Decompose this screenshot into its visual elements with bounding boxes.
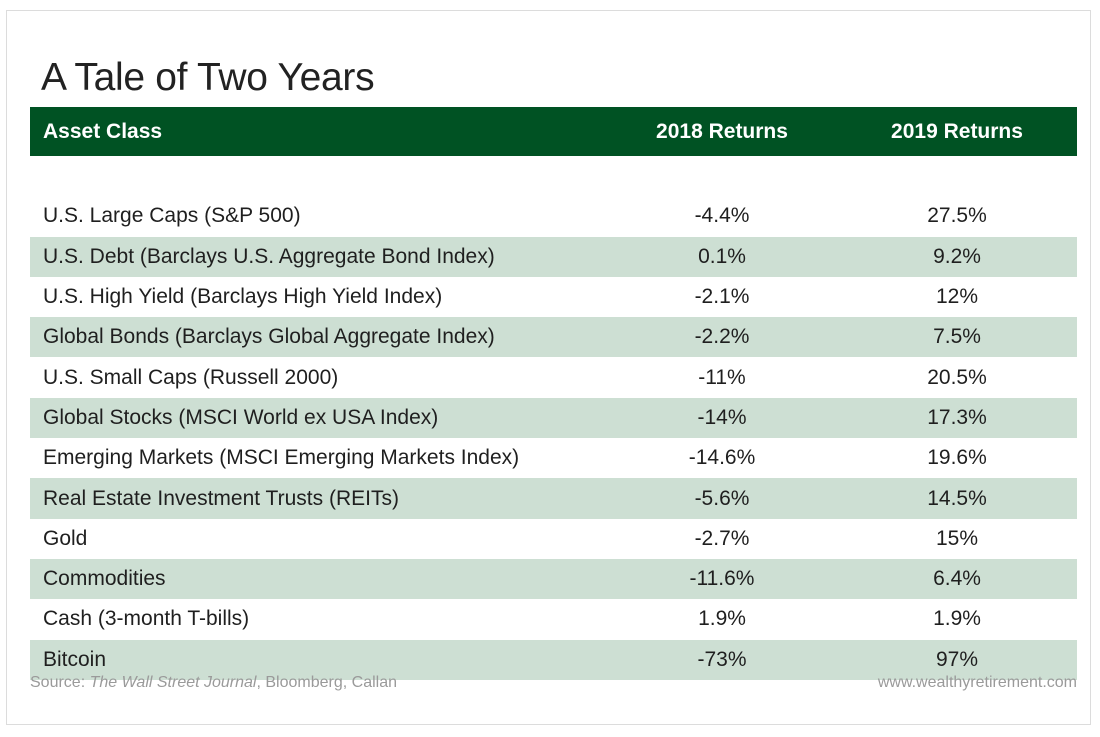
table-row: Global Bonds (Barclays Global Aggregate … <box>30 317 1077 358</box>
asset-class-cell: Commodities <box>43 567 166 591</box>
returns-2019-cell: 9.2% <box>933 244 981 268</box>
table-row: Real Estate Investment Trusts (REITs) -5.… <box>30 478 1077 519</box>
header-row: Asset Class 2018 Returns 2019 Returns <box>30 107 1077 156</box>
table-row: U.S. Debt (Barclays U.S. Aggregate Bond … <box>30 236 1077 277</box>
asset-class-cell: Gold <box>43 526 88 550</box>
table-row: Gold -2.7% 15% <box>30 519 1077 559</box>
returns-2019-cell: 19.6% <box>927 446 987 470</box>
asset-class-cell: U.S. Debt (Barclays U.S. Aggregate Bond … <box>43 244 495 268</box>
asset-class-cell: U.S. Small Caps (Russell 2000) <box>43 365 339 389</box>
returns-2018-cell: -14.6% <box>688 446 756 470</box>
asset-class-cell: Emerging Markets (MSCI Emerging Markets … <box>43 446 520 470</box>
returns-2019-cell: 20.5% <box>927 365 987 389</box>
table-row: Commodities -11.6% 6.4% <box>30 558 1077 600</box>
table-body: U.S. Large Caps (S&P 500) -4.4% 27.5% U.S. … <box>30 156 1077 680</box>
table-row: U.S. High Yield (Barclays High Yield Ind… <box>30 277 1077 317</box>
returns-2018-cell: -11% <box>698 365 746 389</box>
returns-2019-cell: 7.5% <box>933 325 981 349</box>
chart-frame <box>6 10 1091 725</box>
column-header-2018-returns: 2018 Returns <box>656 119 788 143</box>
returns-2018-cell: -2.7% <box>694 526 750 550</box>
asset-class-cell: Global Bonds (Barclays Global Aggregate … <box>43 325 495 349</box>
returns-2019-cell: 15% <box>935 526 979 550</box>
table-row: Emerging Markets (MSCI Emerging Markets … <box>30 438 1077 478</box>
returns-2019-cell: 97% <box>935 647 979 671</box>
chart-title: A Tale of Two Years <box>41 56 375 99</box>
returns-2018-cell: -11.6% <box>689 567 755 591</box>
returns-2019-cell: 17.3% <box>927 405 987 429</box>
returns-2018-cell: 1.9% <box>698 607 746 631</box>
returns-2019-cell: 27.5% <box>927 204 987 228</box>
column-header-2019-returns: 2019 Returns <box>891 119 1023 143</box>
table-row: U.S. Large Caps (S&P 500) -4.4% 27.5% <box>30 196 1077 236</box>
asset-class-cell: Global Stocks (MSCI World ex USA Index) <box>43 405 439 429</box>
source-note: Source: The Wall Street Journal, Bloombe… <box>30 674 397 692</box>
spacer-row <box>30 156 1077 196</box>
returns-2019-cell: 1.9% <box>933 607 981 631</box>
asset-class-cell: Real Estate Investment Trusts (REITs) <box>43 486 399 510</box>
asset-class-cell: U.S. High Yield (Barclays High Yield Ind… <box>43 285 443 309</box>
source-journal: The Wall Street Journal <box>89 674 257 691</box>
returns-table: Asset Class 2018 Returns 2019 Returns U.… <box>30 107 1077 680</box>
table-row: Bitcoin -73% 97% <box>30 639 1077 680</box>
table-header: Asset Class 2018 Returns 2019 Returns <box>30 107 1077 156</box>
returns-2019-cell: 14.5% <box>927 486 987 510</box>
asset-class-cell: U.S. Large Caps (S&P 500) <box>43 204 301 228</box>
column-header-asset-class: Asset Class <box>43 119 163 143</box>
source-prefix: Source: <box>30 674 90 691</box>
returns-2018-cell: -14% <box>697 405 747 429</box>
returns-2019-cell: 6.4% <box>933 567 981 591</box>
returns-2018-cell: -73% <box>697 647 747 671</box>
table-row: Global Stocks (MSCI World ex USA Index) -… <box>30 397 1077 439</box>
returns-2018-cell: 0.1% <box>698 244 746 268</box>
source-rest: , Bloomberg, Callan <box>256 674 397 691</box>
returns-2018-cell: -2.1% <box>694 285 750 309</box>
table-row: Cash (3-month T-bills) 1.9% 1.9% <box>30 599 1077 639</box>
returns-2019-cell: 12% <box>935 285 979 309</box>
returns-2018-cell: -4.4% <box>694 204 750 228</box>
table-row: U.S. Small Caps (Russell 2000) -11% 20.5% <box>30 357 1077 397</box>
returns-2018-cell: -2.2% <box>694 325 750 349</box>
site-url: www.wealthyretirement.com <box>877 674 1077 691</box>
asset-class-cell: Bitcoin <box>43 647 107 671</box>
returns-2018-cell: -5.6% <box>694 486 750 510</box>
asset-class-cell: Cash (3-month T-bills) <box>43 607 250 631</box>
